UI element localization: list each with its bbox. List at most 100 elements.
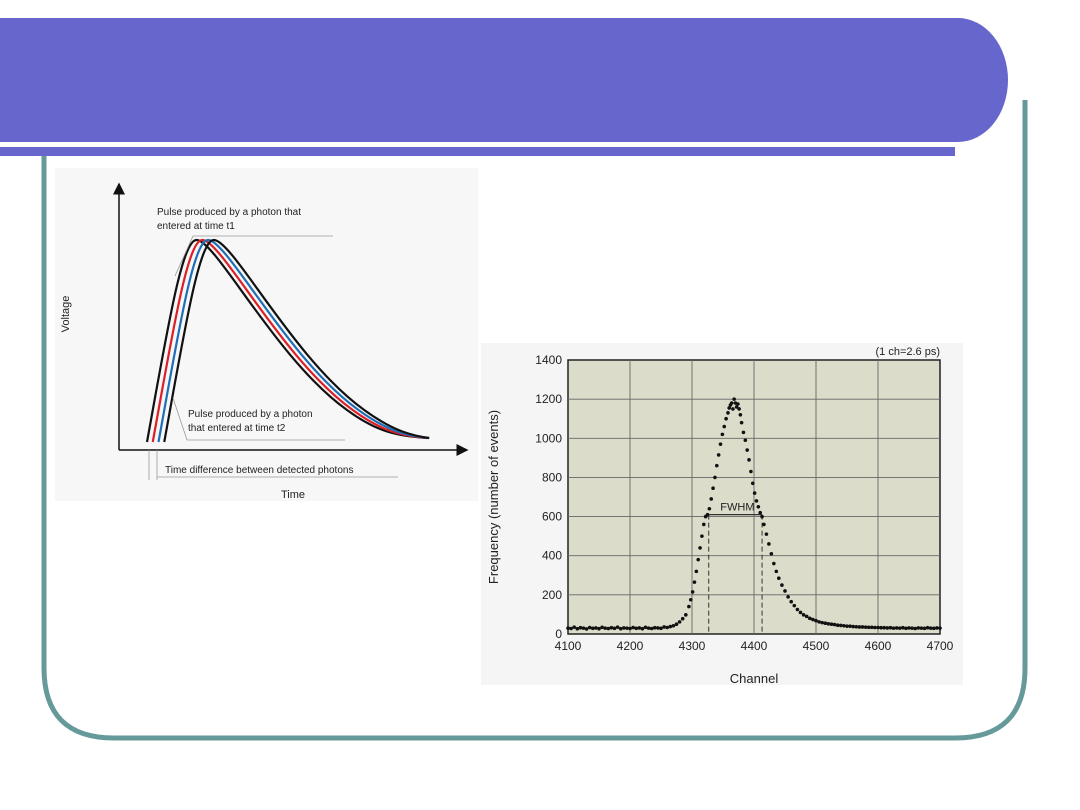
data-point-19 (625, 626, 629, 630)
fwhm-marker: FWHM (708, 502, 763, 634)
data-point-61 (727, 406, 731, 410)
data-point-40 (688, 597, 693, 602)
data-point-5 (581, 626, 586, 630)
data-point-80 (756, 504, 761, 509)
data-point-130 (904, 626, 908, 631)
data-point-13 (606, 626, 611, 631)
data-point-8 (591, 626, 595, 631)
data-point-121 (876, 625, 880, 630)
data-point-42 (692, 580, 697, 584)
data-point-98 (804, 614, 809, 619)
x-tick-label-4400: 4400 (741, 639, 768, 653)
data-point-133 (913, 626, 917, 631)
y-tick-label-400: 400 (542, 549, 562, 563)
data-point-117 (863, 625, 868, 629)
channel-histogram-svg: 4100 4200 4300 4400 4500 4600 4700 0 200 400 600 80… (486, 346, 954, 686)
pulse-curve-2 (151, 238, 428, 443)
data-point-22 (634, 626, 638, 631)
y-tick-label-800: 800 (542, 470, 562, 484)
data-point-11 (600, 625, 604, 630)
data-point-44 (696, 557, 700, 562)
data-point-100 (811, 617, 815, 622)
pulse-curve-1 (145, 238, 428, 443)
x-tick-label-4200: 4200 (617, 639, 644, 653)
data-point-135 (919, 626, 924, 630)
data-point-43 (694, 569, 699, 574)
pulse-t1-pointer (174, 235, 194, 277)
data-point-6 (584, 627, 589, 631)
data-point-63 (729, 401, 734, 405)
data-point-3 (575, 626, 580, 631)
slide-border (41, 100, 1028, 741)
data-point-124 (885, 626, 890, 630)
banner-underline (0, 147, 955, 156)
data-point-15 (612, 626, 617, 631)
data-point-14 (609, 625, 614, 630)
data-point-89 (777, 576, 781, 581)
data-point-86 (769, 551, 774, 556)
data-point-94 (792, 603, 797, 608)
data-point-90 (780, 583, 784, 587)
data-point-92 (786, 595, 790, 599)
data-point-125 (888, 625, 893, 630)
data-point-102 (817, 620, 821, 624)
data-point-65 (732, 397, 736, 401)
data-point-2 (572, 625, 576, 629)
data-point-91 (783, 589, 787, 593)
data-point-103 (820, 620, 824, 625)
data-point-35 (674, 622, 679, 627)
y-tick-label-200: 200 (542, 588, 562, 602)
pulse-curve-4 (163, 238, 430, 443)
data-point-20 (628, 626, 632, 631)
data-point-56 (718, 442, 723, 446)
data-point-112 (848, 624, 852, 628)
pulse-timing-svg: Pulse produced by a photon that entered … (60, 182, 469, 501)
data-point-64 (731, 407, 735, 411)
pulse-x-axis-label: Time (281, 489, 305, 501)
data-point-27 (649, 626, 654, 631)
data-point-82 (760, 514, 764, 519)
pulse-t2-pointer (172, 397, 188, 441)
x-tick-label-4300: 4300 (679, 639, 706, 653)
data-point-28 (653, 625, 657, 630)
data-point-126 (891, 626, 896, 630)
data-point-76 (749, 469, 753, 474)
data-point-88 (774, 569, 779, 574)
data-point-18 (622, 626, 626, 630)
data-point-78 (752, 491, 757, 495)
data-point-72 (741, 430, 746, 435)
data-point-105 (826, 622, 831, 626)
data-point-21 (631, 625, 635, 630)
data-point-123 (882, 625, 886, 630)
data-point-67 (734, 405, 739, 409)
data-point-140 (935, 626, 939, 630)
data-point-45 (698, 546, 702, 550)
data-point-60 (726, 411, 730, 415)
data-point-107 (832, 622, 837, 627)
data-point-41 (690, 590, 695, 594)
data-point-132 (910, 626, 914, 630)
pulse-curve-3 (157, 238, 429, 443)
data-point-97 (801, 613, 806, 617)
data-point-85 (767, 542, 771, 546)
data-point-136 (922, 626, 927, 631)
data-point-116 (860, 625, 865, 629)
y-tick-label-1000: 1000 (535, 431, 562, 445)
data-point-84 (764, 532, 769, 536)
title-banner (0, 18, 1008, 142)
data-point-50 (707, 506, 712, 511)
data-point-74 (745, 448, 749, 452)
data-point-122 (879, 625, 883, 630)
histogram-y-axis-label: Frequency (number of events) (486, 410, 501, 584)
histogram-note: (1 ch=2.6 ps) (875, 346, 940, 358)
data-point-31 (662, 625, 666, 629)
data-point-73 (743, 438, 748, 443)
data-point-0 (566, 626, 570, 630)
data-point-99 (808, 616, 812, 621)
data-point-75 (747, 458, 751, 462)
data-point-113 (851, 624, 855, 629)
data-point-16 (615, 625, 620, 629)
data-point-127 (894, 626, 899, 630)
data-point-54 (715, 463, 719, 468)
data-point-131 (907, 626, 911, 630)
